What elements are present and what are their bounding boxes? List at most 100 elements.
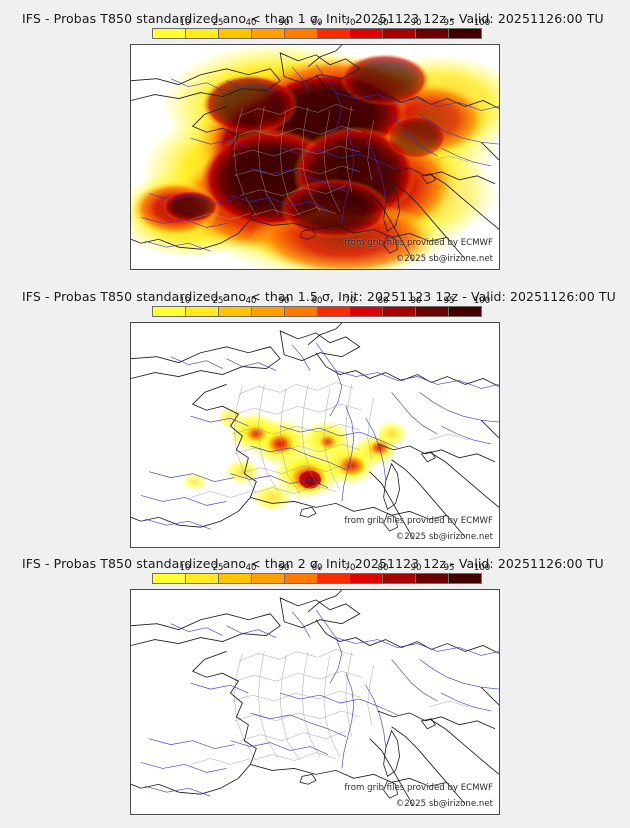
forecast-panel-2sigma: IFS - Probas T850 standardized ano < tha… (0, 545, 630, 828)
panel-title: IFS - Probas T850 standardized ano < tha… (22, 556, 604, 571)
ecmwf-credit: from grib files provided by ECMWF (344, 516, 493, 526)
map-area[interactable]: from grib files provided by ECMWF ©2025 … (130, 44, 500, 270)
colorbar (152, 306, 482, 317)
colorbar-segment-0 (153, 574, 185, 583)
geography-overlay (131, 590, 499, 807)
colorbar-segment-7 (382, 307, 416, 316)
map-canvas (131, 590, 499, 807)
colorbar-segment-0 (153, 29, 185, 38)
island-outlines (299, 718, 436, 799)
island-outlines (299, 173, 436, 254)
colorbar-tick-80: 80 (377, 296, 389, 306)
copyright-credit: ©2025 sb@irizone.net (395, 532, 493, 542)
colorbar-tick-labels: 10 25 40 50 60 70 80 90 95 100 (152, 563, 491, 574)
colorbar-tick-50: 50 (278, 563, 290, 573)
colorbar-segment-3 (250, 307, 284, 316)
colorbar-tick-25: 25 (212, 563, 224, 573)
colorbar-segment-5 (316, 307, 350, 316)
colorbar-tick-25: 25 (212, 18, 224, 28)
colorbar-segment-7 (382, 29, 416, 38)
colorbar-segment-5 (316, 29, 350, 38)
colorbar-segment-3 (250, 574, 284, 583)
colorbar-tick-90: 90 (410, 18, 422, 28)
colorbar-segment-1 (184, 307, 218, 316)
geography-overlay (131, 45, 499, 262)
colorbar-segment-4 (283, 574, 317, 583)
forecast-panel-1sigma: IFS - Probas T850 standardized ano < tha… (0, 0, 630, 278)
colorbar-tick-10: 10 (179, 18, 191, 28)
colorbar-tick-60: 60 (311, 18, 323, 28)
map-area[interactable]: from grib files provided by ECMWF ©2025 … (130, 589, 500, 815)
colorbar-tick-60: 60 (311, 563, 323, 573)
colorbar-tick-90: 90 (410, 296, 422, 306)
colorbar-segment-2 (217, 574, 251, 583)
colorbar-segment-4 (283, 307, 317, 316)
department-borders (190, 382, 470, 498)
copyright-credit: ©2025 sb@irizone.net (395, 799, 493, 809)
colorbar-segment-7 (382, 574, 416, 583)
colorbar-tick-100: 100 (473, 296, 491, 306)
colorbar-segment-1 (184, 29, 218, 38)
ecmwf-credit: from grib files provided by ECMWF (344, 238, 493, 248)
department-borders (190, 104, 470, 220)
colorbar-tick-40: 40 (245, 296, 257, 306)
map-canvas (131, 323, 499, 540)
department-borders (190, 649, 470, 765)
coastlines-and-country-borders (131, 323, 499, 540)
colorbar-tick-50: 50 (278, 18, 290, 28)
colorbar (152, 28, 482, 39)
colorbar-tick-90: 90 (410, 563, 422, 573)
colorbar-segment-9 (448, 307, 482, 316)
coastlines-and-country-borders (131, 590, 499, 807)
colorbar-segment-6 (349, 574, 383, 583)
colorbar-tick-95: 95 (443, 563, 455, 573)
colorbar-tick-10: 10 (179, 563, 191, 573)
rivers (140, 609, 499, 797)
colorbar-tick-10: 10 (179, 296, 191, 306)
copyright-credit: ©2025 sb@irizone.net (395, 254, 493, 264)
colorbar-segment-2 (217, 29, 251, 38)
colorbar-tick-50: 50 (278, 296, 290, 306)
colorbar-segment-5 (316, 574, 350, 583)
colorbar-segment-8 (415, 29, 449, 38)
colorbar-segment-2 (217, 307, 251, 316)
colorbar-tick-60: 60 (311, 296, 323, 306)
forecast-panel-1p5sigma: IFS - Probas T850 standardized ano < tha… (0, 278, 630, 548)
colorbar-segment-9 (448, 29, 482, 38)
rivers (140, 64, 499, 252)
colorbar-tick-40: 40 (245, 563, 257, 573)
map-area[interactable]: from grib files provided by ECMWF ©2025 … (130, 322, 500, 548)
colorbar-tick-labels: 10 25 40 50 60 70 80 90 95 100 (152, 296, 491, 307)
colorbar-segment-9 (448, 574, 482, 583)
colorbar-gradient (152, 306, 482, 317)
rivers (140, 342, 499, 530)
colorbar-tick-100: 100 (473, 18, 491, 28)
colorbar-segment-6 (349, 29, 383, 38)
colorbar-tick-95: 95 (443, 18, 455, 28)
coastlines-and-country-borders (131, 45, 499, 262)
colorbar-tick-25: 25 (212, 296, 224, 306)
colorbar-tick-70: 70 (344, 296, 356, 306)
colorbar-gradient (152, 28, 482, 39)
colorbar-tick-40: 40 (245, 18, 257, 28)
colorbar-tick-80: 80 (377, 563, 389, 573)
colorbar-segment-0 (153, 307, 185, 316)
ecmwf-credit: from grib files provided by ECMWF (344, 783, 493, 793)
map-canvas (131, 45, 499, 269)
colorbar-segment-6 (349, 307, 383, 316)
colorbar-tick-70: 70 (344, 18, 356, 28)
colorbar-tick-80: 80 (377, 18, 389, 28)
colorbar-segment-4 (283, 29, 317, 38)
panel-title: IFS - Probas T850 standardized ano < tha… (22, 11, 604, 26)
colorbar-segment-8 (415, 307, 449, 316)
colorbar-segment-8 (415, 574, 449, 583)
geography-overlay (131, 323, 499, 540)
panel-title: IFS - Probas T850 standardized ano < tha… (22, 289, 616, 304)
island-outlines (299, 451, 436, 532)
colorbar-segment-3 (250, 29, 284, 38)
colorbar-tick-70: 70 (344, 563, 356, 573)
colorbar-tick-labels: 10 25 40 50 60 70 80 90 95 100 (152, 18, 491, 29)
probability-field (181, 407, 408, 512)
colorbar-segment-1 (184, 574, 218, 583)
colorbar-gradient (152, 573, 482, 584)
